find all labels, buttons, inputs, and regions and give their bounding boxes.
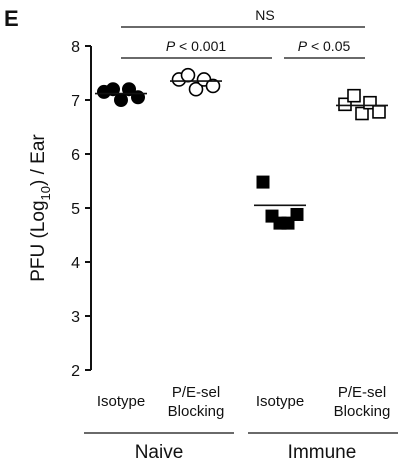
- data-point: [256, 175, 270, 189]
- p1-annotation: P < 0.001: [166, 38, 227, 54]
- y-axis-label: PFU (Log10) / Ear: [28, 134, 53, 282]
- y-ticks: 2 3 4 5 6 7 8: [71, 39, 91, 380]
- data-point: [347, 88, 361, 103]
- y-tick-label: 7: [71, 93, 80, 110]
- category-label-2-line2: Blocking: [168, 403, 225, 420]
- category-label-3: Isotype: [256, 393, 304, 410]
- y-tick-label: 4: [71, 255, 80, 272]
- ns-annotation: NS: [255, 7, 274, 23]
- y-tick-label: 5: [71, 201, 80, 218]
- data-point: [372, 105, 386, 119]
- data-point: [290, 207, 304, 221]
- data-point: [355, 106, 369, 121]
- p2-italic: P: [298, 38, 308, 54]
- p1-rest: < 0.001: [175, 38, 226, 54]
- y-axis-label-main: PFU (Log: [28, 200, 49, 281]
- group-label-naive: Naive: [135, 442, 184, 462]
- data-point: [114, 93, 128, 107]
- mean-lines: [95, 80, 388, 207]
- p2-annotation: P < 0.05: [298, 38, 351, 54]
- data-point: [106, 82, 120, 97]
- panel-label: E: [4, 6, 19, 31]
- y-tick-label: 8: [71, 39, 80, 56]
- y-axis-label-sub: 10: [38, 186, 53, 200]
- data-point: [180, 67, 196, 83]
- group-label-immune: Immune: [288, 442, 357, 462]
- p1-italic: P: [166, 38, 176, 54]
- data-point: [188, 81, 204, 97]
- y-tick-label: 6: [71, 147, 80, 164]
- category-label-4-line2: Blocking: [334, 403, 391, 420]
- p2-rest: < 0.05: [307, 38, 350, 54]
- data-point: [122, 82, 136, 97]
- category-label-2-line1: P/E-sel: [172, 384, 220, 401]
- category-label-4-line1: P/E-sel: [338, 384, 386, 401]
- category-label-1: Isotype: [97, 393, 145, 410]
- y-axis-label-tail: ) / Ear: [28, 134, 49, 186]
- y-tick-label: 2: [71, 363, 80, 380]
- data-point: [205, 78, 221, 94]
- y-tick-label: 3: [71, 309, 80, 326]
